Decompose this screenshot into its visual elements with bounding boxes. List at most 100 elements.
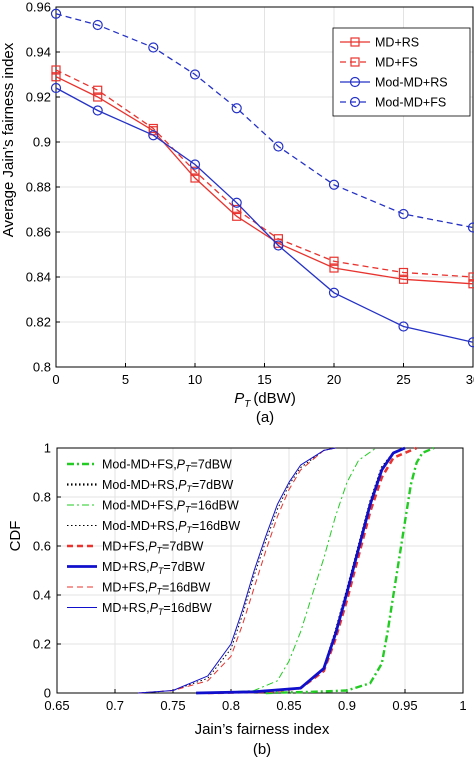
panel-b-legend-label: MD+RS,PT=16dBW (102, 601, 212, 617)
panel-a-series-line-3 (55, 13, 474, 229)
panel-a-point-marker (189, 159, 201, 170)
panel-a-point-marker (467, 222, 474, 233)
panel-a-point-marker (398, 321, 409, 332)
panel-b-xtick-label: 0.7 (106, 698, 124, 713)
panel-b-ytick-label: 0.6 (33, 539, 51, 554)
panel-a-ytick-label: 0.94 (26, 45, 51, 60)
panel-b-caption: (b) (253, 741, 271, 758)
panel-a-point-marker (273, 240, 284, 251)
panel-a-ytick-label: 0.82 (26, 315, 51, 330)
panel-a-ytick-label: 0.92 (26, 90, 51, 105)
panel-a-xtick-label: 0 (52, 372, 59, 387)
panel-b-xtick-label: 0.85 (276, 698, 301, 713)
panel-a-xtick-label: 30 (466, 372, 474, 387)
panel-a-point-marker (467, 337, 474, 348)
panel-a-point-marker (398, 267, 409, 278)
panel-a-point-marker (231, 197, 242, 208)
panel-a-chart: Average Jain’s fairness index PT (dBW) (a… (0, 0, 474, 426)
panel-a-xtick-label: 10 (188, 372, 202, 387)
panel-a-point-marker (92, 105, 103, 116)
panel-b-legend-label: Mod-MD+RS,PT=16dBW (102, 519, 240, 535)
panel-a-legend-marker (349, 76, 361, 88)
panel-a-plot-frame (55, 6, 474, 368)
panel-b-cdf-line-2 (207, 447, 377, 694)
panel-a-series-line-0 (55, 76, 474, 285)
panel-a-legend-label: Mod-MD+RS (375, 76, 448, 90)
panel-b-xtick-label: 0.95 (392, 698, 417, 713)
panel-b-ytick-label: 0.2 (33, 637, 51, 652)
panel-b-xtick-label: 0.8 (222, 698, 240, 713)
panel-b-xtick-label: 1 (459, 698, 466, 713)
panel-b-legend-label: Mod-MD+FS,PT=7dBW (102, 458, 232, 474)
panel-b-legend-label: MD+RS,PT=7dBW (102, 560, 205, 576)
panel-a-point-marker (148, 130, 159, 141)
panel-a-legend-label: MD+RS (375, 36, 419, 50)
panel-a-point-marker (398, 274, 409, 284)
panel-a-xtick-label: 20 (327, 372, 341, 387)
panel-a-point-marker (190, 173, 200, 183)
panel-b-xtick-label: 0.65 (44, 698, 69, 713)
panel-b-chart: CDF Jain’s fairness index (b) 0.65 0.7 0.7… (7, 441, 467, 759)
panel-a-legend-box (332, 27, 471, 117)
panel-b-ytick-label: 1 (44, 441, 51, 456)
panel-a-xlabel-unit: (dBW) (253, 390, 296, 407)
panel-a-xtick-label: 25 (396, 372, 410, 387)
panel-b-legend-label: Mod-MD+RS,PT=7dBW (102, 478, 233, 494)
panel-b-ylabel: CDF (7, 521, 24, 552)
panel-a-xlabel-sub: T (244, 399, 251, 410)
panel-b-xtick-label: 0.75 (160, 698, 185, 713)
panel-a-point-marker (329, 263, 339, 273)
panel-b-cdf-line-0 (265, 446, 435, 695)
panel-b-ytick-label: 0.8 (33, 490, 51, 505)
panel-a-caption: (a) (256, 409, 274, 426)
panel-a-point-marker (273, 234, 283, 244)
panel-a-point-marker (231, 103, 242, 114)
panel-b-ytick-label: 0 (44, 686, 51, 701)
panel-a-point-marker (328, 179, 340, 190)
panel-b-legend-label: MD+FS,PT=7dBW (102, 540, 204, 556)
panel-b-legend-label: MD+FS,PT=16dBW (102, 581, 211, 597)
panel-b-ytick-label: 0.4 (33, 588, 51, 603)
panel-a-ytick-label: 0.88 (26, 180, 51, 195)
panel-a-legend-marker (349, 96, 361, 108)
panel-a-legend-marker (350, 37, 360, 47)
panel-a-ytick-label: 0.96 (26, 0, 51, 15)
panel-b-cdf-line-3 (138, 447, 336, 694)
panel-a-point-marker (189, 69, 201, 80)
panel-a-point-marker (93, 92, 103, 102)
panel-a-point-marker (51, 65, 61, 75)
panel-b-xlabel: Jain’s fairness index (195, 721, 330, 738)
panel-a-ytick-label: 0.8 (33, 360, 51, 375)
panel-a-ytick-label: 0.86 (26, 225, 51, 240)
panel-a-point-marker (50, 8, 62, 19)
panel-a-ylabel: Average Jain’s fairness index (0, 42, 17, 237)
panel-a-point-marker (329, 256, 339, 266)
panel-b-cdf-line-5 (196, 446, 406, 695)
panel-a-xlabel-p: P (234, 390, 244, 407)
panel-a-legend-label: MD+FS (375, 56, 418, 70)
panel-b-xtick-label: 0.9 (338, 698, 356, 713)
panel-a-point-marker (92, 19, 103, 31)
panel-a-point-marker (468, 272, 474, 282)
panel-b-cdf-line-6 (138, 447, 336, 694)
panel-a-point-marker (148, 42, 159, 53)
panel-a-point-marker (398, 208, 409, 220)
panel-a-point-marker (148, 123, 158, 134)
panel-b-legend-label: Mod-MD+FS,PT=16dBW (102, 499, 239, 515)
panel-a-point-marker (190, 166, 200, 176)
panel-a-point-marker (93, 85, 103, 95)
panel-a-point-marker (232, 211, 242, 221)
panel-a-point-marker (328, 287, 340, 298)
panel-a-point-marker (468, 279, 474, 289)
panel-a-point-marker (50, 82, 62, 94)
panel-a-point-marker (51, 72, 61, 82)
panel-a-ytick-label: 0.84 (26, 270, 51, 285)
panel-a-series-line-1 (55, 69, 474, 278)
panel-a-legend-label: Mod-MD+FS (375, 96, 446, 110)
panel-a-point-marker (232, 204, 242, 215)
panel-a-xlabel: PT (dBW) (234, 390, 296, 410)
panel-b-cdf-line-7 (138, 447, 336, 694)
panel-a-xtick-label: 15 (257, 372, 271, 387)
